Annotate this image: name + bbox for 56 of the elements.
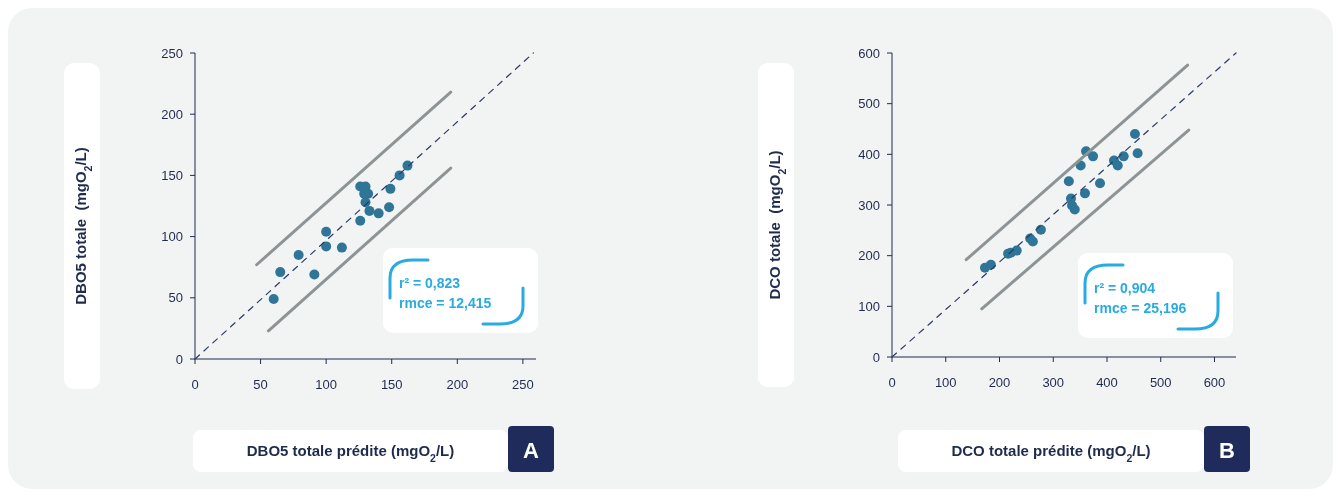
y-tick-label: 600 — [858, 45, 880, 61]
point — [268, 294, 279, 305]
x-tick-label: 500 — [1149, 375, 1172, 390]
point — [321, 241, 332, 252]
x-tick-label: 300 — [1042, 375, 1065, 390]
point — [385, 183, 396, 194]
y-tick-label: 0 — [175, 351, 183, 367]
point — [293, 249, 304, 260]
x-tick-label: 250 — [512, 377, 534, 392]
annotation: r² = 0,823 — [399, 275, 461, 291]
y-tick-label: 0 — [872, 349, 880, 365]
point — [384, 202, 395, 213]
point — [364, 205, 375, 216]
x-tick-label: 100 — [315, 377, 338, 392]
y-tick-label: 200 — [858, 248, 880, 264]
point — [1112, 160, 1123, 171]
x-tick-label: 200 — [446, 377, 469, 392]
x-tick-label: 50 — [253, 377, 268, 392]
text: A — [523, 438, 540, 463]
y-tick-label: 200 — [161, 106, 183, 122]
y-tick-label: 150 — [161, 167, 183, 183]
point — [1095, 178, 1106, 189]
point — [1035, 224, 1046, 235]
point — [309, 269, 320, 280]
point — [1129, 129, 1140, 140]
x-tick-label: 200 — [988, 375, 1011, 390]
y-tick-label: 100 — [161, 229, 183, 245]
y-tick-label: 500 — [858, 96, 880, 112]
x-tick-label: 400 — [1096, 375, 1118, 390]
y-tick-label: 400 — [858, 146, 880, 162]
y-tick-label: 300 — [858, 197, 880, 213]
point — [336, 242, 347, 253]
x-tick-label: 100 — [934, 375, 957, 390]
point — [1132, 148, 1143, 159]
annotation: rmce = 25,196 — [1094, 300, 1187, 316]
point — [355, 215, 366, 226]
x-tick-label: 150 — [380, 377, 403, 392]
x-tick-label: 0 — [888, 375, 896, 390]
x-axis-title: DCO totale prédite (mgO$_{2}$/L) — [951, 442, 1151, 464]
x-tick-label: 0 — [191, 377, 199, 392]
y-tick-label: 50 — [168, 290, 183, 306]
point — [1063, 176, 1074, 187]
annotation: rmce = 12,415 — [399, 295, 492, 311]
text: B — [1219, 438, 1235, 463]
annotation: r² = 0,904 — [1094, 280, 1156, 296]
point — [321, 226, 332, 237]
x-tick-label: 600 — [1203, 375, 1226, 390]
point — [1079, 188, 1090, 199]
point — [1069, 204, 1080, 215]
y-tick-label: 100 — [858, 298, 880, 314]
point — [1088, 151, 1099, 162]
y-tick-label: 250 — [161, 45, 183, 61]
point — [373, 208, 384, 219]
x-axis-title: DBO5 totale prédite (mgO$_{2}$/L) — [246, 442, 455, 464]
point — [1011, 245, 1022, 256]
point — [275, 267, 286, 278]
